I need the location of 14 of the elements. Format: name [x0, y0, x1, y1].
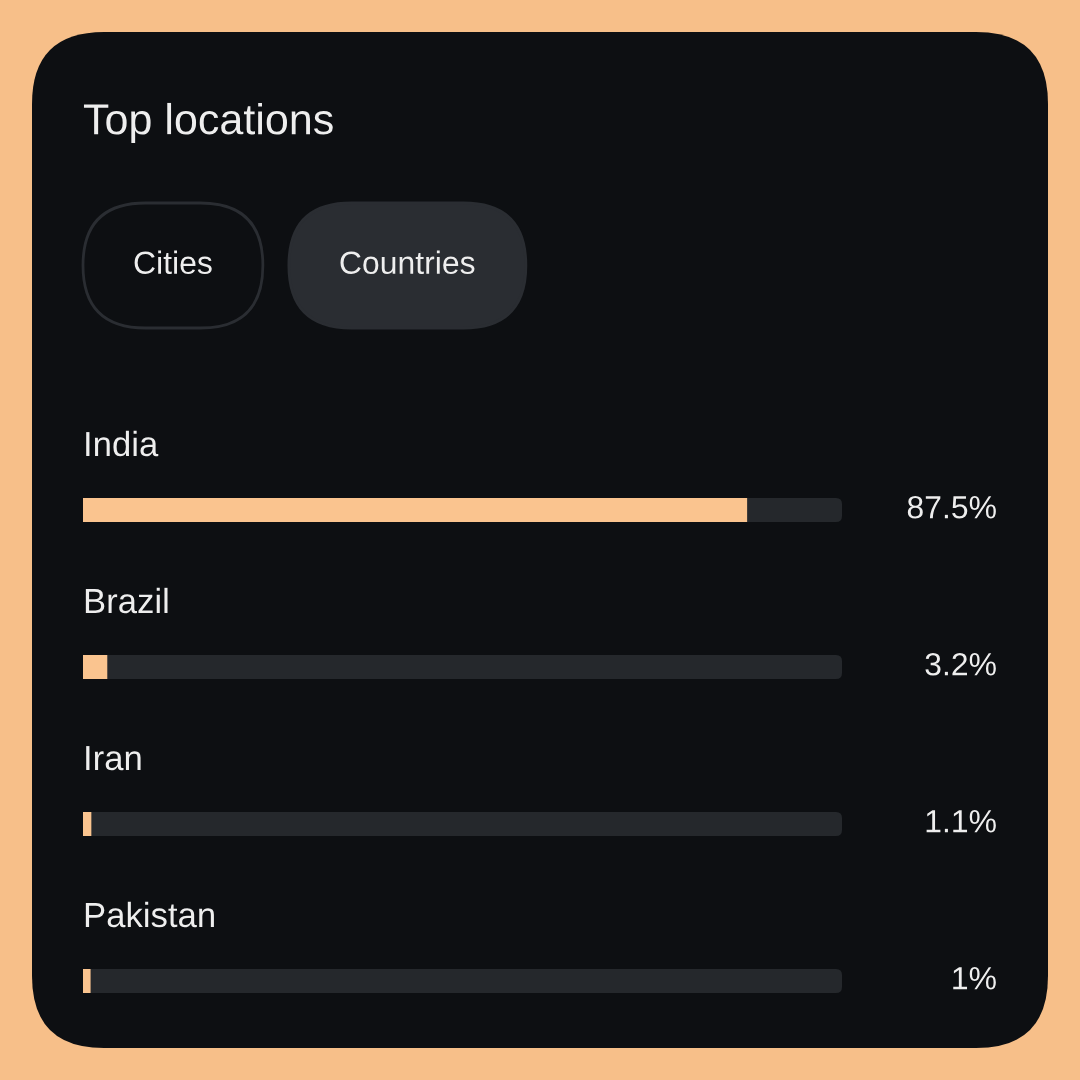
data-label: 87.5%: [907, 495, 996, 519]
chart-title: Top locations: [83, 102, 333, 144]
text: Countries: [340, 250, 475, 275]
data-label: 1.1%: [926, 810, 996, 833]
y-tick-label: Brazil: [85, 587, 168, 614]
y-tick-label: Pakistan: [85, 901, 214, 928]
bar: [83, 969, 91, 993]
text: Cities: [134, 250, 212, 275]
y-tick-label: Iran: [86, 746, 141, 771]
y-tick-label: India: [86, 430, 159, 457]
data-label: 3.2%: [925, 652, 996, 676]
bar: [83, 812, 92, 836]
bar: [83, 655, 108, 679]
data-label: 1%: [953, 967, 996, 990]
